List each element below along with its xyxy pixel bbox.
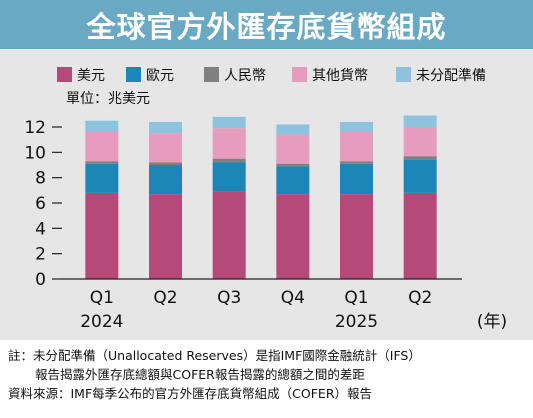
bar-segment <box>212 191 246 279</box>
bar-segment <box>149 165 182 195</box>
bar-segment <box>276 134 310 164</box>
x-tick-label: Q1 <box>90 288 114 308</box>
notes: 註：未分配準備（Unallocated Reserves）是指IMF國際金融統計… <box>8 346 530 403</box>
legend-swatch <box>57 67 72 82</box>
unit-label: 單位：兆美元 <box>66 91 150 107</box>
bar-segment <box>340 161 373 164</box>
bar-stack <box>403 115 437 279</box>
bar-stack <box>85 120 119 279</box>
bar-segment <box>403 127 437 157</box>
bar-segment <box>276 163 310 167</box>
legend-label: 其他貨幣 <box>312 67 368 84</box>
bar-segment <box>149 162 182 165</box>
bar-segment <box>85 120 119 133</box>
y-tick-label: 10 <box>24 143 46 163</box>
y-tick-label: 6 <box>35 194 46 214</box>
legend-label: 未分配準備 <box>416 68 486 84</box>
bar-segment <box>149 121 182 134</box>
note-line-1: 註：未分配準備（Unallocated Reserves）是指IMF國際金融統計… <box>8 348 421 363</box>
x-tick-label: Q4 <box>281 288 305 308</box>
bar-stack <box>276 124 310 279</box>
legend-swatch <box>126 67 141 82</box>
bar-stack <box>340 121 373 279</box>
note-line-2: 報告揭露外匯存底總額與COFER報告揭露的總額之間的差距 <box>35 367 365 382</box>
y-axis: 0 2 4 6 8 10 12 <box>24 118 62 290</box>
legend: 美元 歐元 人民幣 其他貨幣 未分配準備 <box>57 67 486 84</box>
bar-segment <box>340 163 373 195</box>
bar-segment <box>212 116 246 129</box>
bar-segment <box>403 156 437 160</box>
legend-swatch <box>292 67 307 82</box>
bar-segment <box>212 162 246 192</box>
y-tick-label: 8 <box>35 169 46 189</box>
y-tick-label: 12 <box>24 118 46 138</box>
bar-stack <box>212 116 246 279</box>
bar-segment <box>340 121 373 133</box>
y-tick-label: 0 <box>35 270 46 290</box>
bar-segment <box>276 194 310 279</box>
x-unit-label: (年) <box>477 312 507 332</box>
bar-segment <box>276 166 310 195</box>
legend-item: 歐元 <box>126 67 174 84</box>
stacked-bar-chart: 美元 歐元 人民幣 其他貨幣 未分配準備 單位：兆美元 0 2 4 6 8 10 12 Q1 Q2 Q3… <box>24 67 507 332</box>
bar-segment <box>276 124 310 135</box>
legend-item: 未分配準備 <box>396 67 486 84</box>
bar-segment <box>212 158 246 163</box>
bar-segment <box>340 132 373 162</box>
legend-item: 人民幣 <box>204 67 266 84</box>
legend-swatch <box>204 67 219 82</box>
legend-item: 美元 <box>57 67 105 84</box>
legend-label: 歐元 <box>146 68 174 84</box>
x-tick-label: Q1 <box>344 288 368 308</box>
source-line: 資料來源：IMF每季公布的官方外匯存底貨幣組成（COFER）報告 <box>8 386 373 401</box>
bar-segment <box>85 163 119 193</box>
year-label: 2025 <box>335 312 378 332</box>
legend-swatch <box>396 67 411 82</box>
bar-segment <box>85 192 119 279</box>
chart-title: 全球官方外匯存底貨幣組成 <box>86 9 447 44</box>
legend-item: 其他貨幣 <box>292 67 368 84</box>
bar-segment <box>149 133 182 163</box>
x-tick-label: Q2 <box>153 288 177 308</box>
year-label: 2024 <box>80 312 123 332</box>
bars <box>85 115 437 279</box>
bar-stack <box>149 121 182 279</box>
bar-segment <box>403 115 437 127</box>
legend-label: 美元 <box>77 68 105 84</box>
y-tick-label: 4 <box>35 219 46 239</box>
legend-label: 人民幣 <box>224 68 266 84</box>
x-tick-label: Q3 <box>217 288 241 308</box>
y-tick-label: 2 <box>35 245 46 265</box>
title-bar: 全球官方外匯存底貨幣組成 <box>0 0 533 49</box>
bar-segment <box>403 192 437 279</box>
bar-segment <box>85 161 119 164</box>
x-tick-label: Q2 <box>408 288 432 308</box>
bar-segment <box>212 128 246 159</box>
bar-segment <box>340 194 373 279</box>
bar-segment <box>149 194 182 279</box>
x-axis: Q1 Q2 Q3 Q4 Q1 Q2 2024 2025 (年) <box>62 278 507 332</box>
bar-segment <box>403 159 437 193</box>
bar-segment <box>85 132 119 162</box>
